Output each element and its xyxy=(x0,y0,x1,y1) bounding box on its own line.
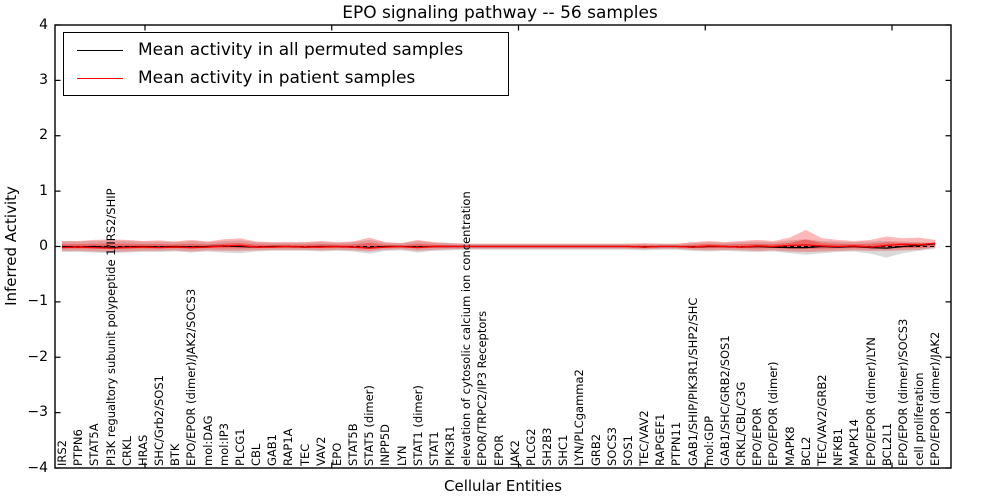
y-tick-label: −4 xyxy=(27,459,48,476)
y-tick-label: 2 xyxy=(39,127,48,144)
x-tick-label: NFKB1 xyxy=(831,428,846,466)
x-tick-label: BTK xyxy=(168,443,183,466)
x-tick-label: INPP5D xyxy=(378,423,393,466)
x-tick-label: cell proliferation xyxy=(912,372,926,466)
legend-box: Mean activity in all permuted samples Me… xyxy=(63,32,509,96)
x-tick-label: SOS1 xyxy=(620,435,635,466)
x-tick-label: BCL2 xyxy=(798,436,813,466)
x-tick-label: STAT5B xyxy=(346,423,361,466)
x-tick-label: EPOR xyxy=(491,434,506,466)
y-tick-label: 4 xyxy=(39,16,48,33)
x-tick-label: LYN xyxy=(394,445,409,466)
x-tick-label: EPOR/TRPC2/IP3 Receptors xyxy=(475,310,490,466)
x-tick-label: RAPGEF1 xyxy=(653,413,668,466)
x-tick-label: EPO xyxy=(329,442,344,466)
x-tick-label: MAPK14 xyxy=(847,419,862,466)
x-tick-label: GAB1/SHC/GRB2/SOS1 xyxy=(717,335,732,466)
y-tick-label: −3 xyxy=(27,404,48,421)
x-tick-label: SHC/Grb2/SOS1 xyxy=(152,375,167,466)
x-tick-label: STAT5A xyxy=(87,423,102,466)
x-tick-label: STAT5 (dimer) xyxy=(362,385,377,466)
x-tick-label: mol:GDP xyxy=(701,415,716,466)
x-tick-label: EPO/EPOR (dimer)/JAK2/SOCS3 xyxy=(184,288,199,466)
y-tick-label: 1 xyxy=(39,182,48,199)
x-tick-label: PLCG2 xyxy=(523,428,538,466)
x-tick-label: CRKL/CBL/C3G xyxy=(734,381,749,466)
patient-line-swatch xyxy=(77,77,123,79)
x-tick-label: IRS2 xyxy=(55,440,69,466)
x-axis-label: Cellular Entities xyxy=(444,477,562,495)
legend-label-permuted: Mean activity in all permuted samples xyxy=(138,40,464,60)
x-tick-label: mol:DAG xyxy=(200,415,215,466)
x-tick-label: PTPN11 xyxy=(669,421,684,466)
x-tick-label: MAPK8 xyxy=(782,426,797,466)
x-tick-label: EPO/EPOR (dimer) xyxy=(766,361,781,467)
x-tick-label: TEC/VAV2/GRB2 xyxy=(814,374,829,466)
x-tick-label: PI3K regualtory subunit polypeptide 1/IR… xyxy=(103,188,118,466)
x-tick-label: EPO/EPOR (dimer)/LYN xyxy=(863,337,878,466)
chart-title: EPO signaling pathway -- 56 samples xyxy=(342,3,658,23)
x-tick-label: GAB1/SHIP/PIK3R1/SHP2/SHC xyxy=(685,297,700,466)
x-tick-label: JAK2 xyxy=(507,440,522,466)
x-tick-label: LYN/PLCgamma2 xyxy=(572,369,587,466)
x-tick-label: EPO/EPOR (dimer)/SOCS3 xyxy=(895,318,910,466)
x-tick-label: SH2B3 xyxy=(540,427,555,466)
legend-row-patient: Mean activity in patient samples xyxy=(64,68,508,88)
x-tick-label: CRKL xyxy=(119,436,134,466)
patient-mean-line xyxy=(61,242,936,249)
x-tick-label: EPO/EPOR (dimer)/JAK2 xyxy=(928,331,943,466)
x-tick-label: SOCS3 xyxy=(604,427,619,466)
y-tick-label: −2 xyxy=(27,348,48,365)
x-tick-label: PIK3R1 xyxy=(443,425,458,467)
y-tick-label: 3 xyxy=(39,71,48,88)
x-tick-label: RAP1A xyxy=(281,428,296,466)
y-tick-label: 0 xyxy=(39,238,48,254)
legend-row-permuted: Mean activity in all permuted samples xyxy=(64,40,508,60)
x-tick-label: GRB2 xyxy=(588,433,603,466)
x-tick-label: TEC/VAV2 xyxy=(637,410,652,466)
x-tick-label: BCL2L1 xyxy=(879,422,894,466)
x-tick-label: EPO/EPOR xyxy=(750,407,765,466)
x-tick-label: GAB1 xyxy=(265,434,280,466)
x-tick-label: HRAS xyxy=(135,434,150,466)
x-tick-label: mol:IP3 xyxy=(216,423,231,466)
permuted-line-swatch xyxy=(77,49,123,51)
legend-label-patient: Mean activity in patient samples xyxy=(138,68,416,88)
x-tick-label: PTPN6 xyxy=(71,429,86,466)
permuted-std-band xyxy=(62,239,936,258)
x-tick-label: VAV2 xyxy=(313,436,328,466)
x-tick-label: TEC xyxy=(297,443,312,466)
x-tick-label: elevation of cytosolic calcium ion conce… xyxy=(459,191,474,466)
x-tick-label: SHC1 xyxy=(556,434,571,466)
x-tick-label: STAT1 (dimer) xyxy=(410,385,425,466)
x-tick-label: STAT1 xyxy=(426,431,441,466)
y-tick-label: −1 xyxy=(27,293,48,310)
x-tick-label: PLCG1 xyxy=(232,428,247,466)
x-tick-label: CBL xyxy=(249,443,264,466)
